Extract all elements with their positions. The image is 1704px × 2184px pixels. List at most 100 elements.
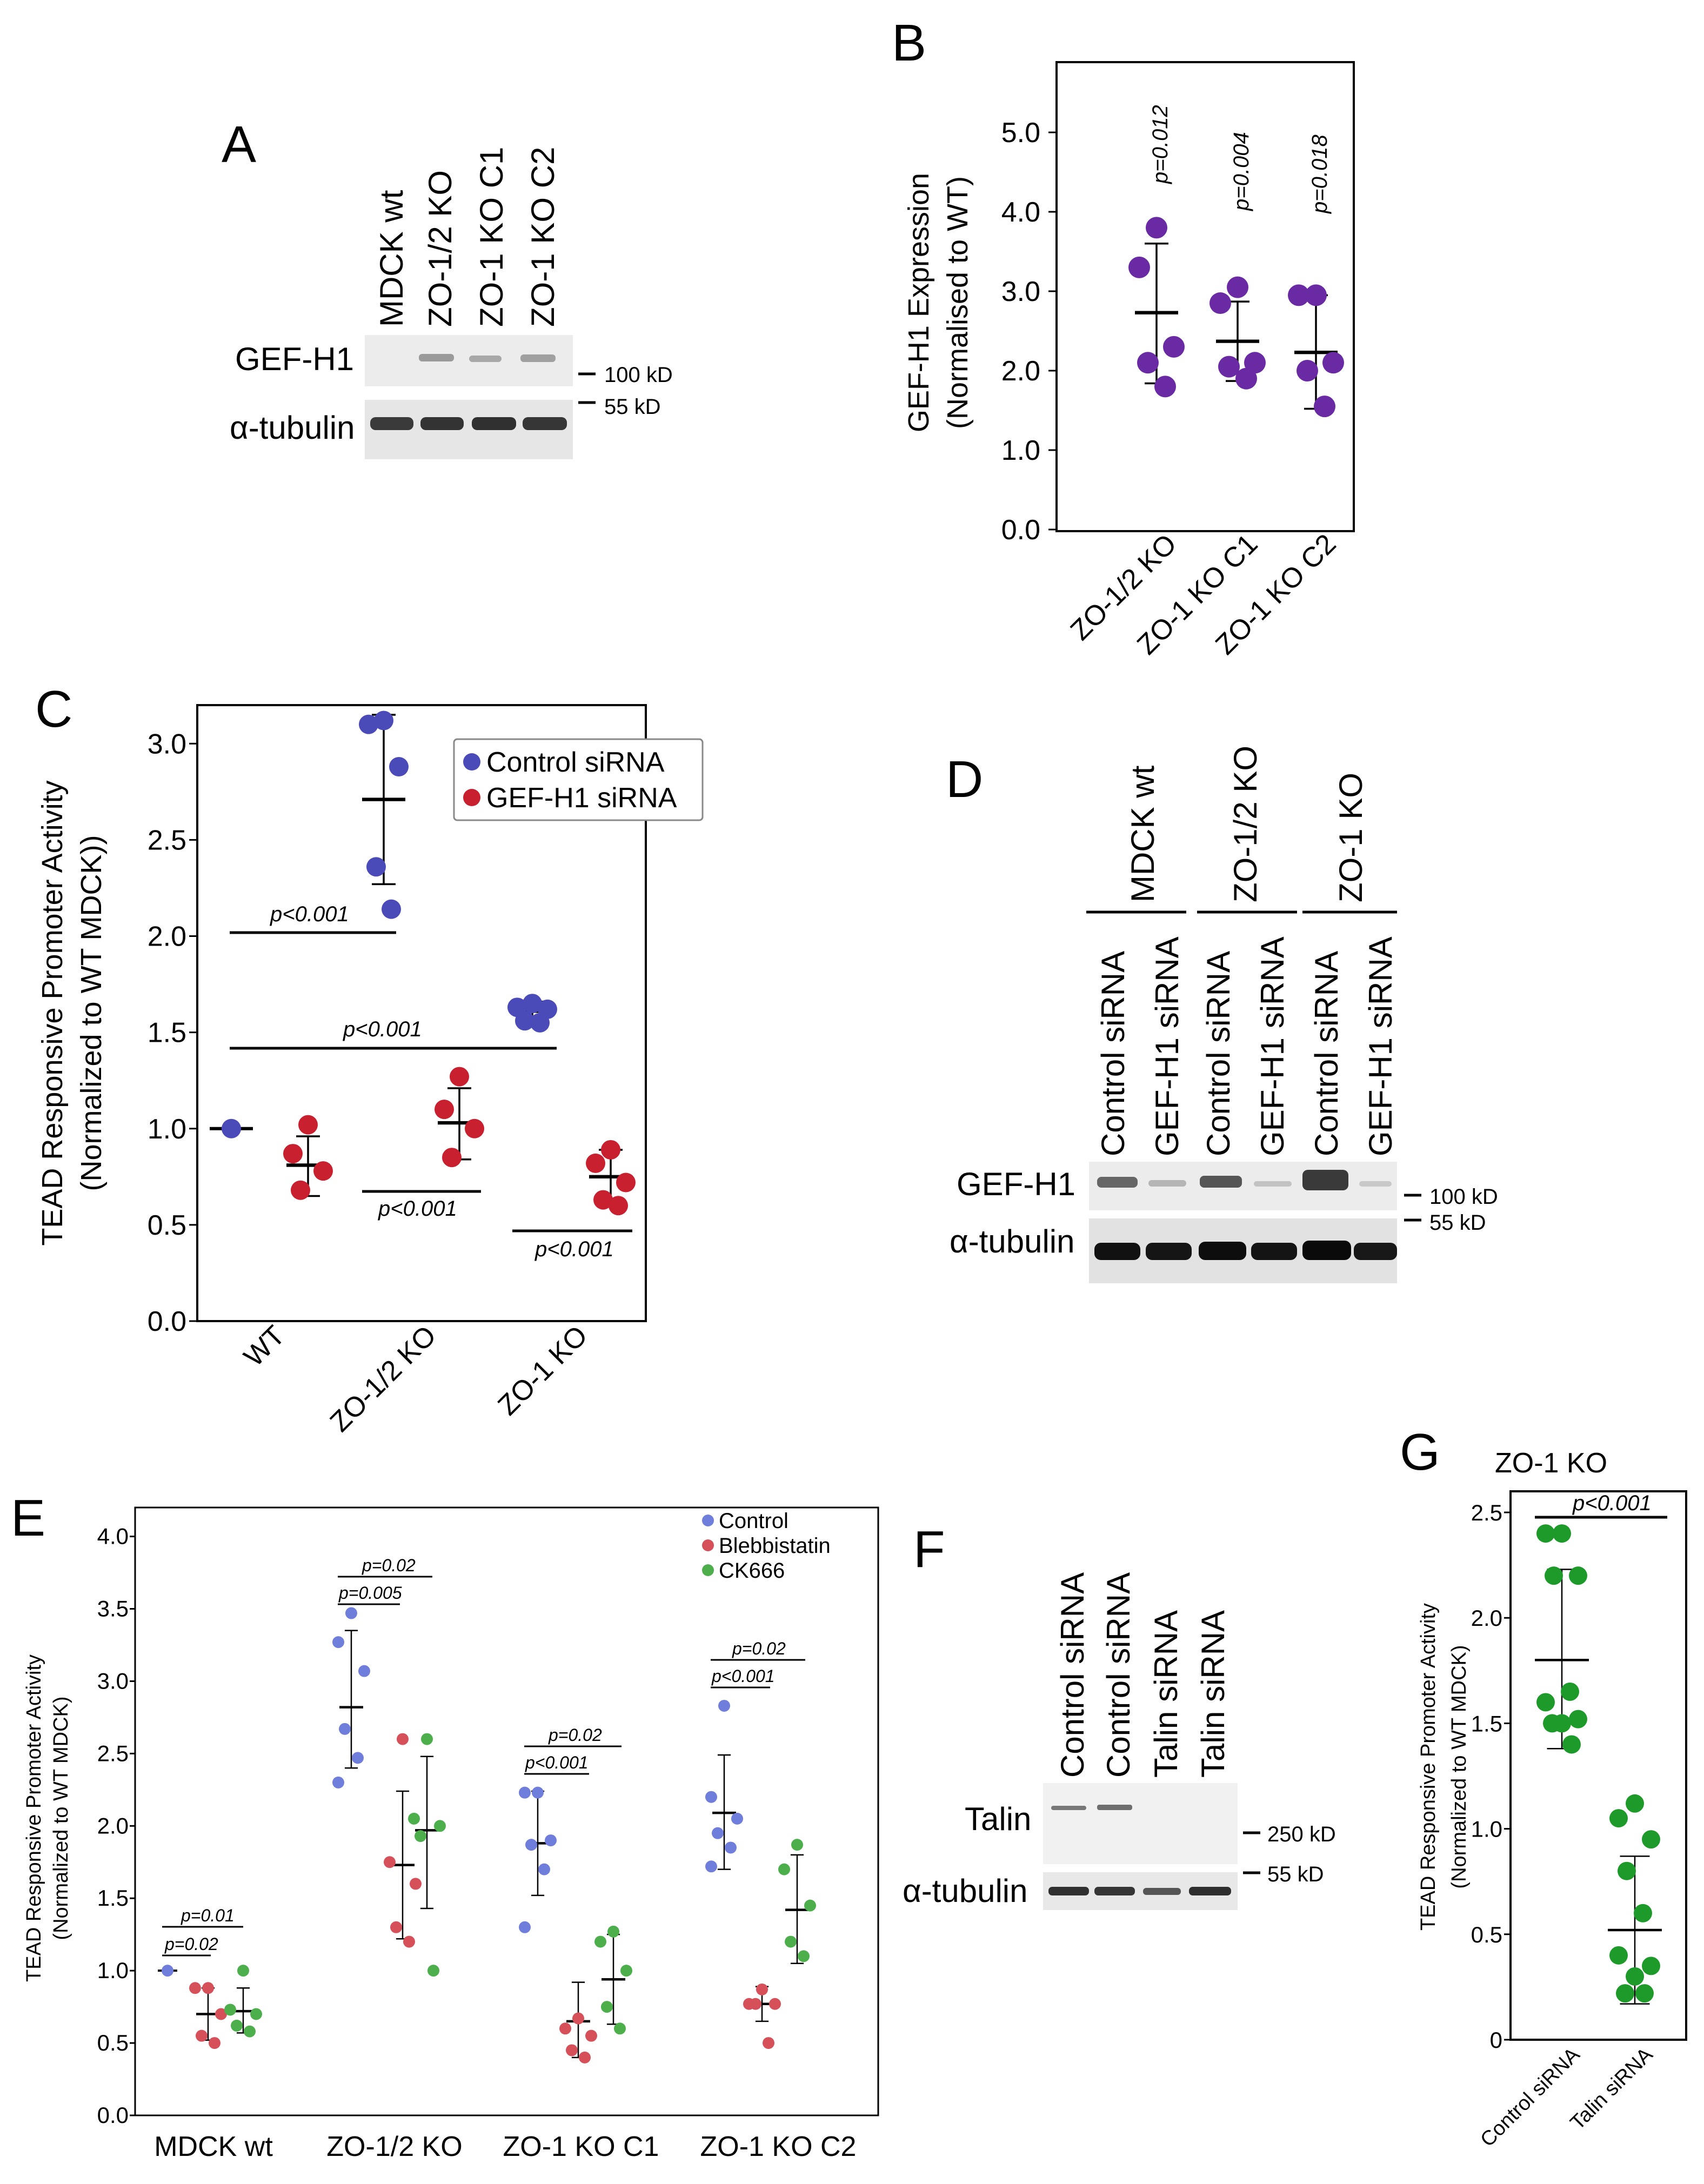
legend-dot-control — [463, 753, 480, 771]
group-label-zo12: ZO-1/2 KO — [1227, 746, 1264, 902]
plot-frame-b — [1055, 61, 1355, 532]
point-e — [519, 1786, 531, 1799]
point-e — [756, 1983, 768, 1995]
panel-letter-f: F — [913, 1520, 945, 1578]
point-e — [594, 1935, 606, 1948]
point-e — [410, 1878, 422, 1890]
point-c — [291, 1180, 310, 1200]
band — [472, 417, 516, 430]
panel-f: F Control siRNA Control siRNA Talin siRN… — [903, 1520, 1336, 1910]
plot-frame-g — [1509, 1490, 1687, 2041]
row-label-talin: Talin — [965, 1801, 1031, 1837]
panel-d: D MDCK wt ZO-1/2 KO ZO-1 KO Control siRN… — [946, 746, 1498, 1283]
band — [1359, 1181, 1392, 1187]
point-g — [1634, 1904, 1652, 1922]
point-e — [384, 1856, 396, 1868]
ytick-label-c: 1.5 — [148, 1017, 186, 1049]
point-e — [718, 1699, 730, 1712]
ytick-label-e: 1.5 — [97, 1885, 129, 1911]
ytick-label-g: 2.5 — [1471, 1500, 1502, 1525]
ytick-label-c: 1.0 — [148, 1114, 186, 1145]
row-label-tubulin: α-tubulin — [230, 410, 355, 446]
point-c — [222, 1118, 241, 1138]
lane-label-a-1: MDCK wt — [373, 190, 410, 327]
lane-label-f-3: Talin siRNA — [1148, 1610, 1184, 1778]
band — [523, 417, 567, 430]
point-c — [586, 1153, 605, 1173]
point-b — [1128, 256, 1150, 278]
ytick-label-c: 3.0 — [148, 728, 186, 760]
panel-letter-e: E — [11, 1489, 45, 1547]
xtick-label-c: ZO-1 KO — [492, 1319, 593, 1421]
xtick-label-c: WT — [238, 1319, 291, 1372]
blot-bands-d — [1094, 1170, 1397, 1260]
point-e — [196, 2029, 208, 2042]
band — [1094, 1243, 1140, 1260]
point-e — [358, 1665, 370, 1677]
ytick-label-e: 2.0 — [97, 1813, 129, 1838]
ytick-label-g: 1.5 — [1471, 1711, 1502, 1736]
ytick-label-b: 1.0 — [1001, 435, 1040, 466]
point-g — [1536, 1693, 1555, 1712]
marks-e — [158, 1607, 816, 2064]
point-b — [1305, 284, 1327, 306]
marks-g — [1535, 1524, 1662, 2005]
marker-100kd-d: 100 kD — [1429, 1185, 1498, 1209]
ytick-label-e: 0.5 — [97, 2030, 129, 2055]
band — [1097, 1805, 1132, 1810]
pvalue-e-8: p<0.001 — [711, 1666, 775, 1686]
point-c — [465, 1118, 484, 1138]
point-b — [1288, 284, 1309, 306]
band — [1148, 1180, 1186, 1187]
point-c — [366, 857, 386, 877]
point-e — [162, 1965, 173, 1977]
pvalue-e-6: p<0.001 — [525, 1753, 589, 1772]
band — [469, 356, 502, 362]
yticks-g: 2.5 2.0 1.5 1.0 0.5 0 — [1471, 1500, 1511, 2053]
point-e — [390, 1921, 402, 1933]
point-e — [705, 1791, 717, 1803]
point-g — [1626, 1794, 1644, 1813]
xtick-label-e: ZO-1 KO C1 — [503, 2131, 659, 2162]
lane-label-a-2: ZO-1/2 KO — [422, 170, 458, 327]
point-e — [332, 1636, 344, 1649]
lane-label-d-3: Control siRNA — [1200, 951, 1237, 1156]
point-c — [442, 1148, 462, 1168]
marker-55kd-d: 55 kD — [1429, 1211, 1486, 1235]
point-c — [515, 1011, 534, 1031]
point-e — [614, 2022, 626, 2035]
ytick-label-b: 5.0 — [1001, 117, 1040, 149]
point-g — [1609, 1946, 1628, 1965]
point-e — [403, 1935, 415, 1948]
point-g — [1569, 1566, 1587, 1585]
point-b — [1235, 367, 1257, 390]
band — [1302, 1170, 1348, 1190]
point-e — [519, 1921, 531, 1933]
point-g — [1635, 1984, 1654, 2003]
ytick-label-c: 2.0 — [148, 921, 186, 953]
point-g — [1609, 1809, 1628, 1828]
band — [1051, 1806, 1086, 1810]
band — [520, 354, 556, 362]
marker-55kd-a: 55 kD — [604, 395, 661, 419]
pvalue-b: p=0.004 — [1229, 132, 1253, 211]
point-c — [283, 1144, 303, 1164]
point-b — [1314, 396, 1335, 418]
legend-c: Control siRNA GEF-H1 siRNA — [453, 738, 704, 821]
plot-frame-e — [134, 1506, 879, 2116]
panel-letter-g: G — [1400, 1423, 1440, 1481]
point-c — [435, 1100, 454, 1120]
point-e — [427, 1965, 439, 1977]
point-c — [523, 994, 542, 1014]
point-c — [374, 711, 393, 731]
xlabels-c: WT ZO-1/2 KO ZO-1 KO — [238, 1319, 593, 1438]
point-g — [1626, 1967, 1644, 1986]
lane-label-a-3: ZO-1 KO C1 — [473, 147, 510, 327]
panel-b: B GEF-H1 Expression (Normalised to WT) 5… — [892, 14, 1355, 661]
point-e — [415, 1830, 426, 1843]
legend-blebbistatin: Blebbistatin — [719, 1534, 831, 1558]
row-label-gef-h1: GEF-H1 — [235, 341, 354, 377]
point-b — [1137, 352, 1159, 374]
point-c — [601, 1140, 620, 1160]
pvalue-g: p<0.001 — [1572, 1491, 1652, 1515]
